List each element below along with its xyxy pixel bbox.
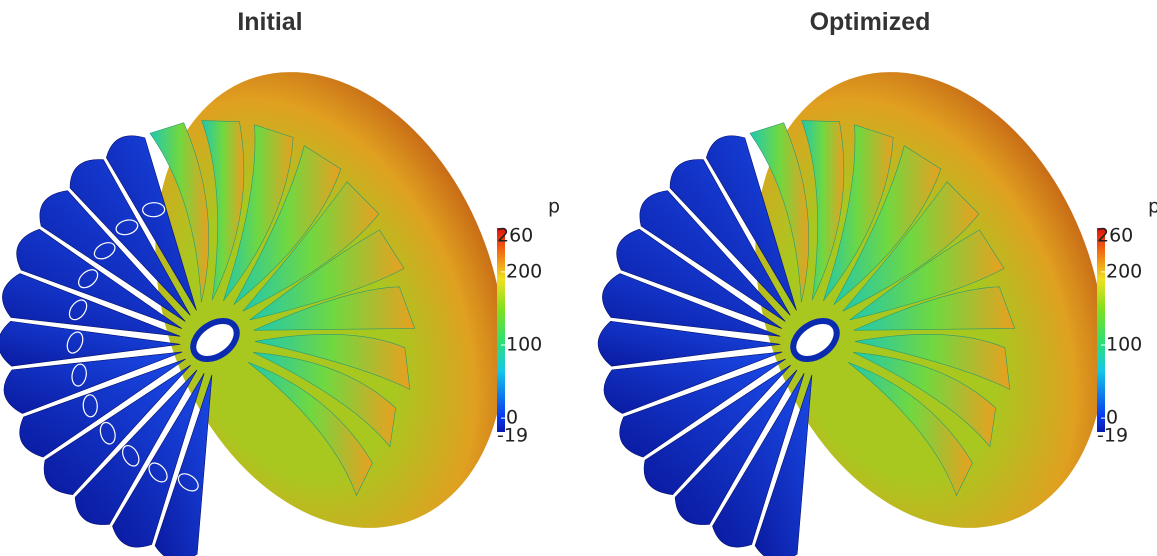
colorbar [497,228,505,432]
panels: Initialp260-192001000Optimizedp260-19200… [0,8,1157,556]
colorbar-tick-label: 200 [506,260,542,282]
colorbar-max: 260 [1097,225,1133,247]
colorbar-max: 260 [497,225,533,247]
colorbar-label: p [1148,196,1157,218]
colorbar-tick-label: 100 [1106,333,1142,355]
impeller [0,23,565,556]
figure: Initialp260-192001000Optimizedp260-19200… [0,0,1157,556]
colorbar-tick-label: 200 [1106,260,1142,282]
colorbar [1097,228,1105,432]
panel-title: Initial [237,8,302,36]
colorbar-tick-label: 0 [1106,407,1118,429]
colorbar-tick-label: 100 [506,333,542,355]
colorbar-tick-label: 0 [506,407,518,429]
panel-title: Optimized [810,8,931,36]
impeller [598,23,1157,556]
colorbar-label: p [548,196,560,218]
